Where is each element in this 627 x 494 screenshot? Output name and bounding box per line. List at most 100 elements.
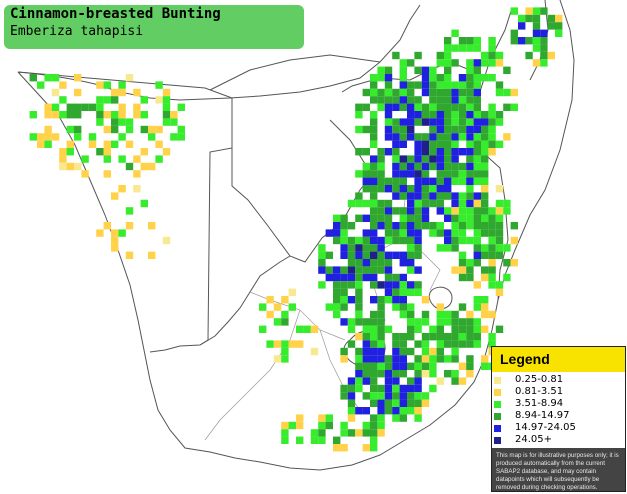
grid-cell	[74, 103, 82, 111]
grid-cell	[333, 310, 341, 319]
grid-cell	[414, 148, 422, 156]
grid-cell	[281, 355, 289, 363]
grid-cell	[473, 340, 481, 348]
grid-cell	[140, 125, 148, 134]
grid-cell	[362, 259, 370, 267]
grid-cell	[66, 125, 74, 134]
grid-cell	[466, 222, 474, 230]
grid-cell	[347, 281, 356, 289]
grid-cell	[481, 125, 489, 134]
grid-cell	[488, 229, 496, 237]
grid-cell	[333, 281, 341, 289]
grid-cell	[370, 281, 378, 289]
grid-cell	[325, 229, 333, 237]
grid-cell	[66, 148, 74, 156]
grid-cell	[340, 244, 348, 252]
grid-cell	[370, 421, 378, 430]
grid-cell	[488, 266, 496, 274]
grid-cell	[518, 14, 526, 23]
grid-cell	[540, 29, 548, 37]
grid-cell	[481, 170, 489, 178]
grid-cell	[362, 162, 370, 171]
grid-cell	[495, 222, 504, 230]
grid-cell	[318, 281, 326, 289]
grid-cell	[392, 251, 400, 259]
grid-cell	[466, 362, 474, 370]
grid-cell	[111, 88, 119, 97]
grid-cell	[414, 414, 422, 422]
grid-cell	[421, 347, 430, 356]
grid-cell	[414, 192, 422, 200]
grid-cell	[399, 251, 407, 259]
grid-cell	[399, 296, 407, 304]
grid-cell	[111, 244, 119, 252]
grid-cell	[392, 407, 400, 415]
grid-cell	[155, 125, 163, 134]
grid-cell	[495, 140, 504, 148]
grid-cell	[451, 333, 459, 341]
grid-cell	[384, 325, 393, 333]
grid-cell	[481, 111, 489, 119]
grid-cell	[414, 244, 422, 252]
grid-cell	[414, 170, 422, 178]
grid-cell	[340, 288, 348, 296]
grid-cell	[429, 355, 437, 363]
grid-cell	[458, 170, 467, 178]
grid-cell	[377, 421, 385, 430]
grid-cell	[458, 377, 467, 385]
grid-cell	[96, 96, 104, 104]
grid-cell	[118, 185, 126, 193]
legend-items: 0.25-0.81 0.81-3.51 3.51-8.94 8.94-14.97…	[492, 372, 625, 448]
grid-cell	[555, 29, 563, 37]
grid-cell	[377, 148, 385, 156]
grid-cell	[74, 125, 82, 134]
grid-cell	[407, 384, 415, 393]
grid-cell	[384, 207, 393, 215]
grid-cell	[155, 96, 163, 104]
grid-cell	[488, 118, 496, 126]
grid-cell	[370, 355, 378, 363]
grid-cell	[296, 340, 304, 348]
grid-cell	[407, 162, 415, 171]
grid-cell	[399, 407, 407, 415]
grid-cell	[362, 103, 370, 111]
grid-cell	[488, 133, 496, 141]
grid-cell	[392, 236, 400, 245]
grid-cell	[362, 347, 370, 356]
grid-cell	[392, 362, 400, 370]
grid-cell	[399, 303, 407, 311]
grid-cell	[377, 399, 385, 407]
grid-cell	[414, 66, 422, 74]
grid-cell	[347, 392, 356, 400]
grid-cell	[510, 103, 518, 111]
grid-cell	[503, 103, 511, 111]
grid-cell	[451, 118, 459, 126]
grid-cell	[466, 192, 474, 200]
grid-cell	[118, 133, 126, 141]
grid-cell	[518, 22, 526, 30]
legend-label: 3.51-8.94	[515, 398, 564, 409]
grid-cell	[525, 14, 533, 23]
grid-cell	[451, 177, 459, 185]
grid-cell	[347, 399, 356, 407]
grid-cell	[370, 436, 378, 444]
grid-cell	[340, 392, 348, 400]
grid-cell	[407, 399, 415, 407]
grid-cell	[540, 51, 548, 60]
grid-cell	[488, 244, 496, 252]
grid-cell	[310, 436, 319, 444]
grid-cell	[370, 162, 378, 171]
grid-cell	[473, 177, 481, 185]
grid-cell	[429, 192, 437, 200]
grid-cell	[503, 199, 511, 208]
grid-cell	[66, 140, 74, 148]
grid-cell	[481, 251, 489, 259]
grid-cell	[392, 177, 400, 185]
grid-cell	[444, 59, 452, 67]
grid-cell	[444, 162, 452, 171]
grid-cell	[451, 133, 459, 141]
grid-cell	[488, 44, 496, 52]
grid-cell	[444, 244, 452, 252]
grid-cell	[488, 37, 496, 45]
grid-cell	[495, 88, 504, 97]
